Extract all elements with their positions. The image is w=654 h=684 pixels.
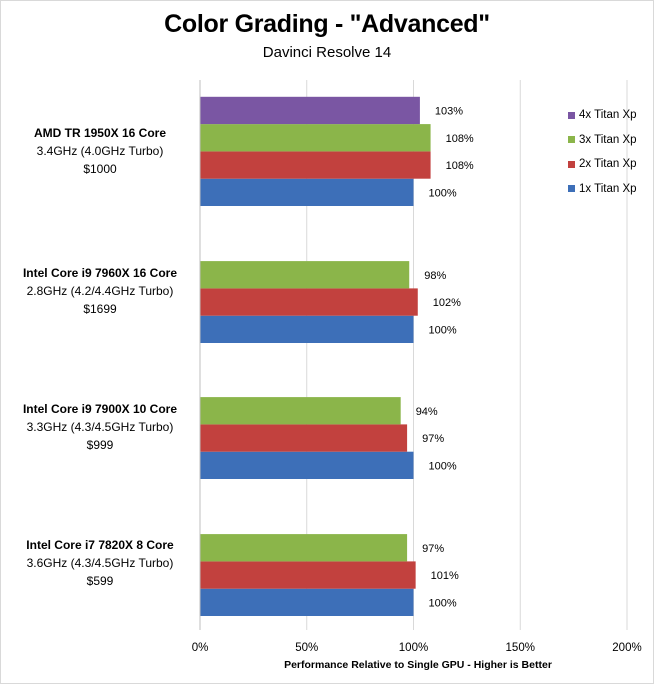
legend-label: 1x Titan Xp xyxy=(579,182,637,195)
bar xyxy=(200,397,401,425)
bar xyxy=(200,178,414,206)
category-name: Intel Core i9 7900X 10 Core xyxy=(22,402,178,416)
bar xyxy=(200,588,414,616)
category-price: $999 xyxy=(86,438,114,452)
legend-label: 3x Titan Xp xyxy=(579,133,637,146)
data-label: 100% xyxy=(429,460,457,472)
category-clock: 3.4GHz (4.0GHz Turbo) xyxy=(36,144,164,158)
chart-title: Color Grading - "Advanced" xyxy=(164,10,490,38)
category-label: Intel Core i7 7820X 8 Core 3.6GHz (4.3/4.… xyxy=(0,536,200,590)
category-name: Intel Core i9 7960X 16 Core xyxy=(22,266,178,280)
data-label: 100% xyxy=(429,597,457,609)
category-name: AMD TR 1950X 16 Core xyxy=(33,126,167,140)
bar xyxy=(200,451,414,479)
data-label: 100% xyxy=(429,187,457,199)
category-clock: 3.6GHz (4.3/4.5GHz Turbo) xyxy=(26,556,174,570)
data-label: 97% xyxy=(422,433,444,445)
bar xyxy=(200,315,414,343)
x-tick-label: 100% xyxy=(399,642,428,654)
data-label: 102% xyxy=(433,297,461,309)
data-label: 94% xyxy=(416,406,438,418)
data-label: 97% xyxy=(422,543,444,555)
legend-swatch xyxy=(568,111,575,119)
bar xyxy=(200,288,418,316)
legend-item: 4x Titan Xp xyxy=(568,103,637,128)
legend-swatch xyxy=(568,185,575,193)
data-label: 103% xyxy=(435,105,463,117)
x-tick-label: 150% xyxy=(506,642,535,654)
bar xyxy=(200,534,408,562)
x-axis-label: Performance Relative to Single GPU - Hig… xyxy=(284,659,552,671)
category-label: Intel Core i9 7900X 10 Core 3.3GHz (4.3/4… xyxy=(0,400,200,454)
x-tick-label: 50% xyxy=(295,642,318,654)
category-price: $599 xyxy=(86,574,114,588)
data-label: 100% xyxy=(429,324,457,336)
legend-swatch xyxy=(568,160,575,168)
chart-subtitle: Davinci Resolve 14 xyxy=(262,44,392,61)
x-tick-label: 200% xyxy=(612,642,641,654)
category-label: Intel Core i9 7960X 16 Core 2.8GHz (4.2/4… xyxy=(0,264,200,318)
category-label: AMD TR 1950X 16 Core 3.4GHz (4.0GHz Turbo… xyxy=(0,124,200,178)
data-label: 108% xyxy=(446,160,474,172)
legend-label: 2x Titan Xp xyxy=(579,158,637,171)
category-price: $1000 xyxy=(83,162,117,176)
bar xyxy=(200,151,431,179)
legend-item: 3x Titan Xp xyxy=(568,128,637,153)
bar xyxy=(200,261,410,289)
x-tick-label: 0% xyxy=(192,642,209,654)
legend-item: 2x Titan Xp xyxy=(568,152,637,177)
category-clock: 2.8GHz (4.2/4.4GHz Turbo) xyxy=(26,284,174,298)
bar xyxy=(200,96,420,125)
data-label: 98% xyxy=(424,270,446,282)
legend-label: 4x Titan Xp xyxy=(579,109,637,122)
bar xyxy=(200,424,408,452)
data-label: 108% xyxy=(446,133,474,145)
legend-swatch xyxy=(568,136,575,144)
data-label: 101% xyxy=(431,570,459,582)
bar xyxy=(200,561,416,589)
category-clock: 3.3GHz (4.3/4.5GHz Turbo) xyxy=(26,420,174,434)
category-name: Intel Core i7 7820X 8 Core xyxy=(26,538,174,552)
bar xyxy=(200,124,431,152)
legend-item: 1x Titan Xp xyxy=(568,177,637,202)
category-price: $1699 xyxy=(83,302,117,316)
legend: 4x Titan Xp 3x Titan Xp 2x Titan Xp 1x Tita… xyxy=(568,103,637,201)
